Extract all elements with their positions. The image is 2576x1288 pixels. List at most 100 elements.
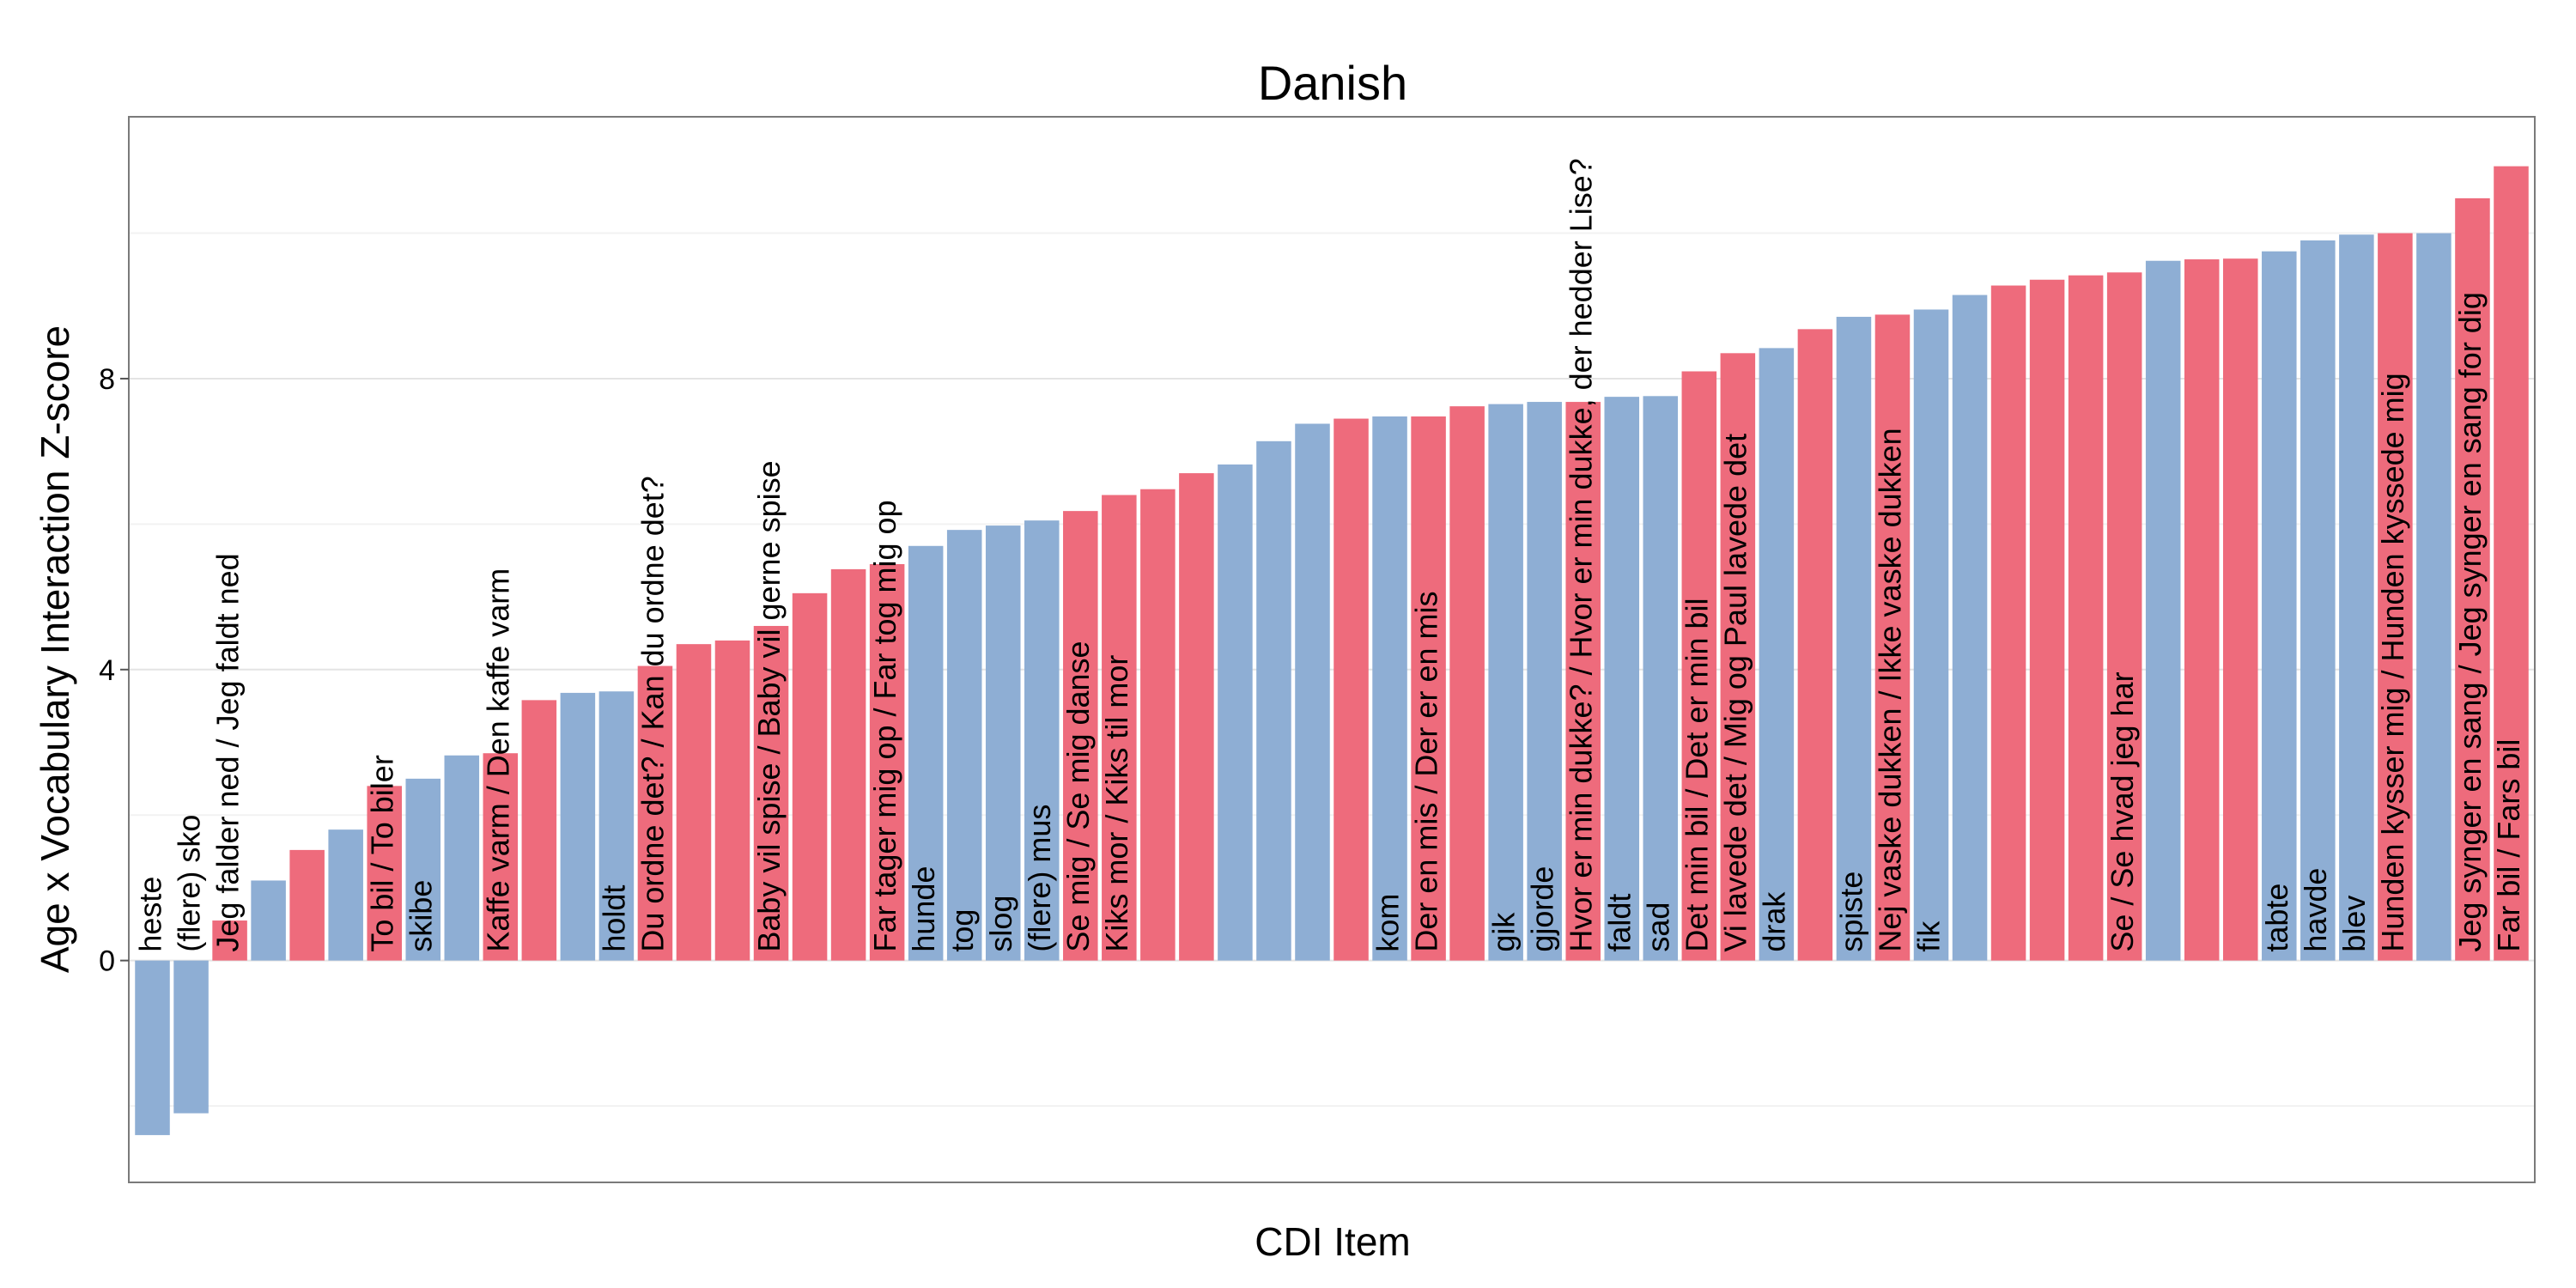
bar-red: [289, 849, 325, 961]
bar-red: [676, 644, 712, 961]
bar-red: [1334, 418, 1369, 961]
bar-label: spiste: [1834, 872, 1869, 952]
bar-label: tabte: [2259, 884, 2294, 952]
bar-label: Kaffe varm / Den kaffe varm: [481, 568, 516, 952]
bar-blue: [1218, 464, 1253, 961]
bar-blue: [1836, 316, 1872, 961]
bar-red: [2068, 275, 2104, 961]
bar-label: fik: [1911, 920, 1947, 952]
bar-label: havde: [2298, 868, 2333, 952]
bar-label: Jeg synger en sang / Jeg synger en sang …: [2452, 292, 2488, 951]
bar-red: [1140, 489, 1176, 961]
bar-blue: [251, 880, 286, 961]
bars: [135, 166, 2529, 1135]
bar-label: blev: [2336, 896, 2372, 952]
bar-blue: [1643, 396, 1679, 961]
bar-red: [2106, 272, 2142, 961]
bar-label: drak: [1757, 891, 1792, 952]
bar-label: Se / Se hvad jeg har: [2105, 671, 2140, 951]
bar-red: [212, 920, 247, 961]
bar-red: [869, 563, 905, 961]
bar-blue: [328, 829, 363, 961]
bar-label: Hvor er min dukke? / Hvor er min dukke, …: [1563, 158, 1598, 951]
bar-label: skibe: [403, 880, 438, 952]
bar-label: gik: [1485, 912, 1521, 952]
bar-red: [792, 592, 828, 961]
bar-blue: [1024, 520, 1060, 961]
bar-label: Du ordne det? / Kan du ordne det?: [635, 476, 671, 951]
bar-blue: [1604, 397, 1640, 961]
bar-label: faldt: [1601, 894, 1637, 952]
bar-label: Der en mis / Der er en mis: [1408, 592, 1443, 952]
bar-label: Far tager mig op / Far tog mig op: [867, 500, 902, 951]
bar-blue: [2339, 234, 2374, 961]
bar-label: Hunden kysser mig / Hunden kyssede mig: [2375, 373, 2410, 951]
bar-blue: [135, 960, 170, 1135]
y-tick-label: 4: [99, 654, 115, 687]
bar-blue: [444, 755, 480, 961]
bar-label: (flere) mus: [1022, 805, 1057, 952]
bar-label: Det min bil / Det er min bil: [1680, 598, 1715, 952]
bar-red: [830, 568, 866, 961]
bar-red: [2455, 197, 2490, 961]
bar-blue: [1759, 348, 1795, 961]
bar-label: heste: [132, 877, 167, 952]
bar-blue: [2262, 251, 2297, 961]
bar-red: [1874, 314, 1911, 961]
bar-blue: [1488, 404, 1523, 961]
bar-label: Se mig / Se mig danse: [1060, 641, 1096, 951]
bar-red: [1063, 511, 1098, 961]
bar-red: [1797, 329, 1833, 961]
bar-label: Far bil / Fars bil: [2491, 739, 2526, 952]
plot-panel-border: [128, 116, 2536, 1183]
bar-label: hunde: [906, 866, 941, 952]
bar-label: (flere) sko: [171, 815, 206, 952]
bar-blue: [1256, 440, 1291, 961]
bar-blue: [405, 778, 441, 961]
bar-blue: [946, 530, 982, 961]
bar-label: tog: [945, 909, 980, 952]
bar-label: Vi lavede det / Mig og Paul lavede det: [1718, 434, 1753, 952]
bar-blue: [1527, 402, 1562, 961]
bar-label: Jeg falder ned / Jeg faldt ned: [210, 553, 245, 951]
bar-label: kom: [1370, 894, 1405, 952]
bar-red: [1179, 473, 1214, 961]
bar-blue: [173, 960, 209, 1114]
bar-label: holdt: [597, 885, 632, 952]
bar-red: [2222, 258, 2258, 961]
bar-blue: [1913, 309, 1949, 961]
bar-red: [2184, 259, 2220, 961]
bar-red: [1681, 371, 1717, 961]
bar-red: [1565, 402, 1601, 961]
bar-blue: [2300, 240, 2336, 961]
bar-blue: [1372, 416, 1407, 961]
bar-red: [483, 753, 519, 961]
y-tick-label: 0: [99, 945, 115, 978]
bar-blue: [598, 691, 635, 961]
bar-red: [367, 786, 402, 961]
bar-red: [637, 665, 673, 961]
bar-blue: [1295, 423, 1330, 961]
bar-red: [2029, 279, 2065, 961]
bar-red: [753, 625, 789, 961]
bar-label: To bil / To biler: [364, 755, 399, 951]
bar-red: [1449, 406, 1485, 961]
bar-blue: [908, 545, 944, 961]
bar-red: [1411, 416, 1446, 961]
bar-label: Kiks mor / Kiks til mor: [1099, 655, 1134, 952]
chart-title: Danish: [1258, 56, 1407, 110]
bar-red: [1102, 495, 1137, 961]
bar-red: [1990, 285, 2026, 961]
x-axis-title: CDI Item: [1255, 1219, 1410, 1264]
bar-blue: [985, 526, 1021, 961]
bar-red: [2378, 233, 2413, 961]
bar-red: [714, 640, 750, 961]
bar-red: [521, 700, 557, 961]
bar-blue: [2416, 233, 2451, 961]
y-axis: 0 4 8: [99, 363, 129, 978]
bar-blue: [560, 692, 596, 961]
bar-label: slog: [983, 896, 1018, 952]
bar-red: [2494, 166, 2529, 961]
bar-label: sad: [1641, 902, 1676, 952]
